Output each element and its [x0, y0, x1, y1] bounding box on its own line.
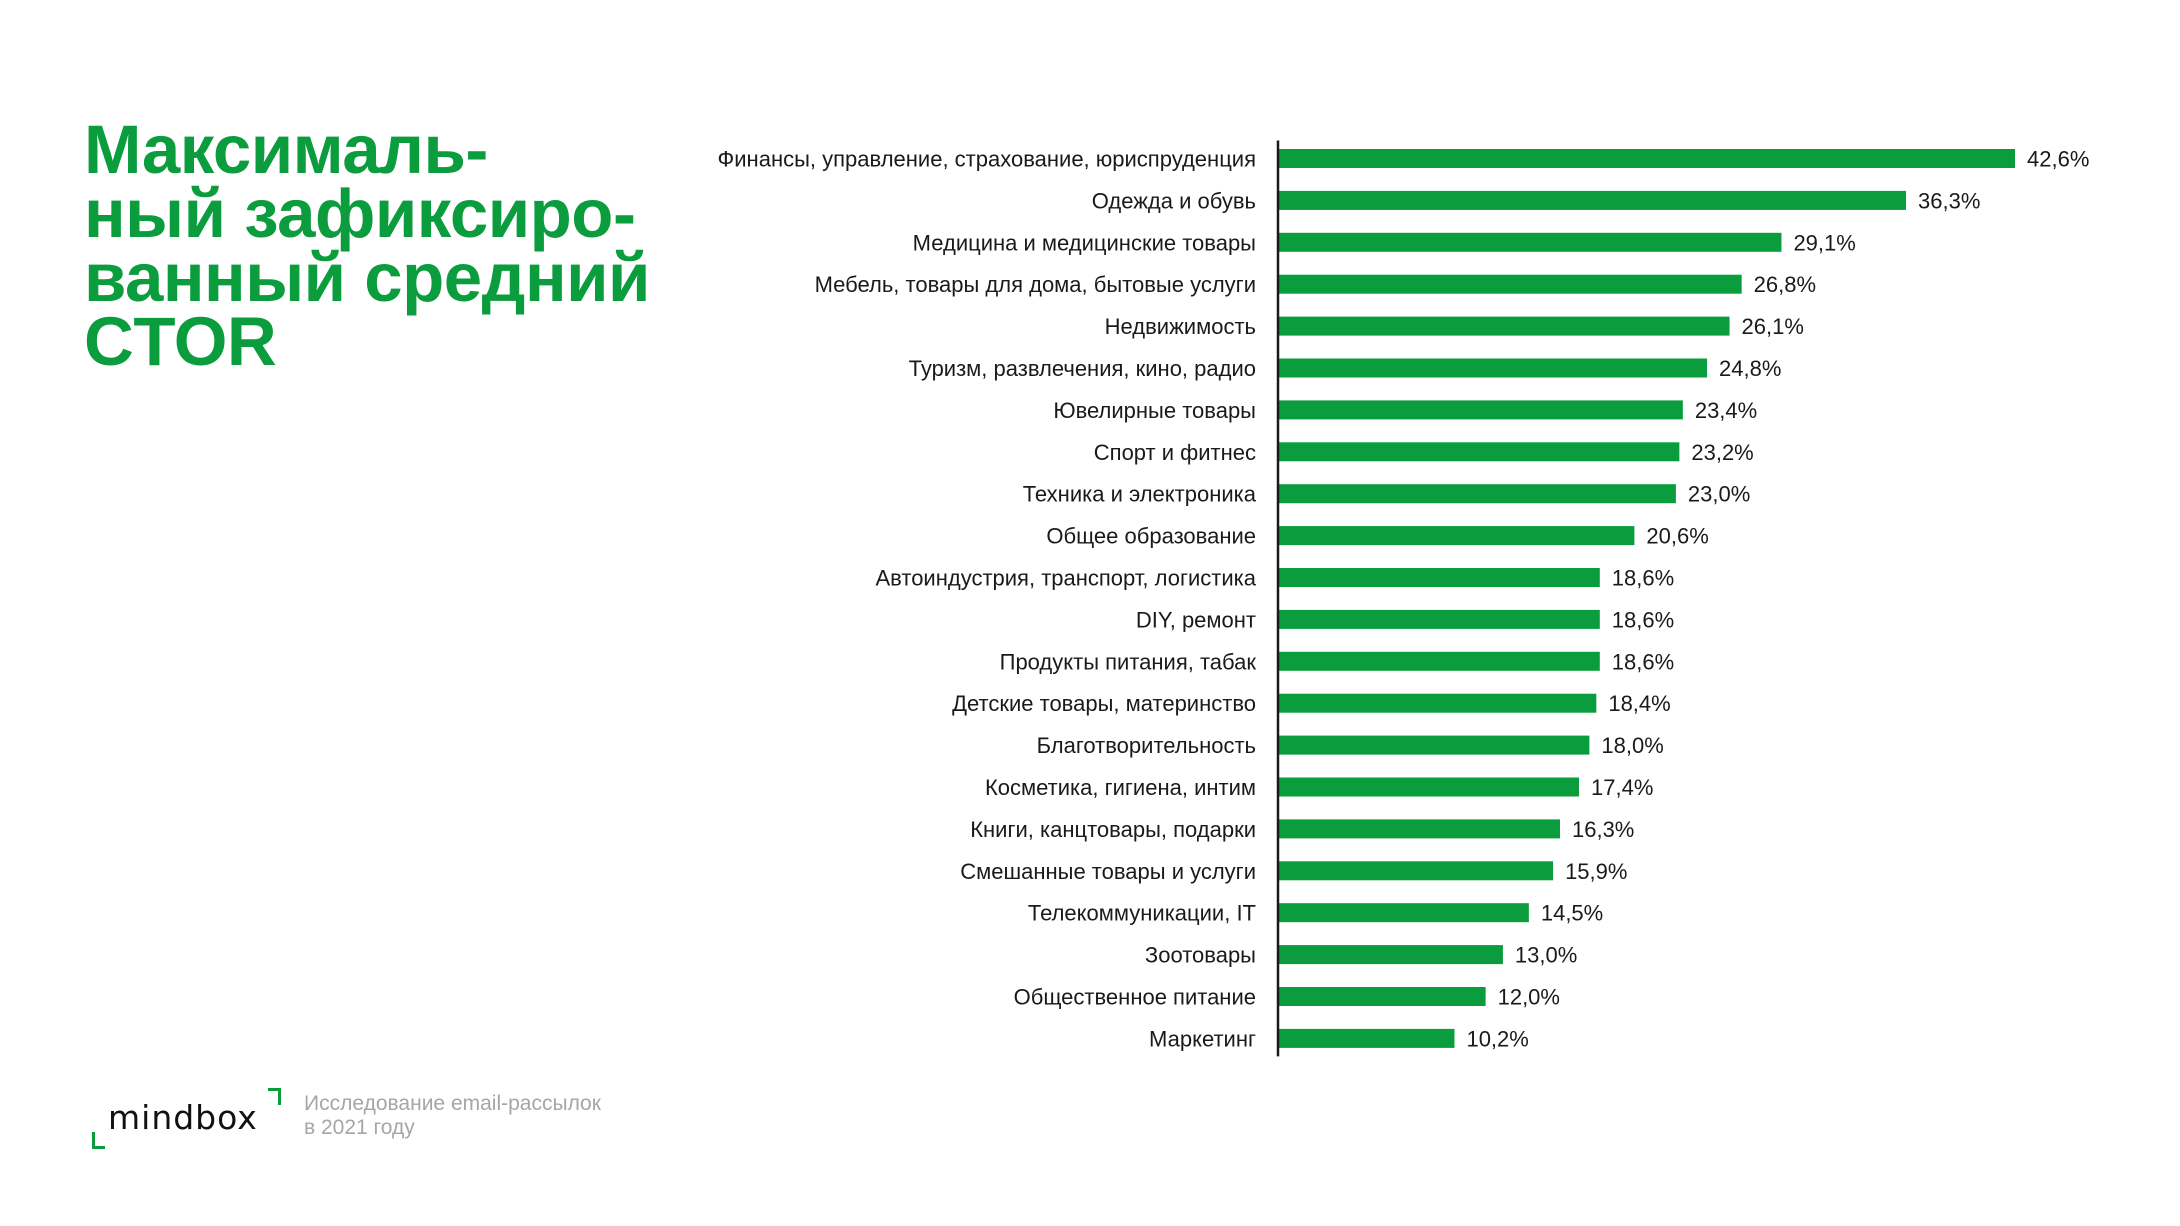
bar [1278, 903, 1529, 923]
value-label: 29,1% [1793, 230, 1855, 255]
bar [1278, 190, 1907, 210]
category-label: Автоиндустрия, транспорт, логистика [875, 566, 1256, 591]
bar [1278, 400, 1683, 420]
category-label: Медицина и медицинские товары [913, 230, 1256, 255]
value-label: 18,4% [1608, 691, 1670, 716]
category-label: Маркетинг [1149, 1026, 1256, 1051]
value-label: 16,3% [1572, 817, 1634, 842]
bar [1278, 735, 1590, 755]
bar [1278, 861, 1554, 881]
page-title: Максималь- ный зафиксиро- ванный средний… [84, 111, 684, 380]
bar [1278, 526, 1635, 546]
bar [1278, 568, 1600, 587]
value-label: 13,0% [1515, 943, 1577, 968]
value-label: 36,3% [1918, 188, 1980, 213]
category-label: Продукты питания, табак [1000, 649, 1257, 674]
bar [1278, 819, 1560, 839]
category-label: Туризм, развлечения, кино, радио [909, 356, 1256, 381]
logo-corner-icon [268, 1088, 281, 1105]
title-line-4: CTOR [84, 303, 277, 380]
category-label: Книги, канцтовары, подарки [970, 817, 1256, 842]
category-label: Мебель, товары для дома, бытовые услуги [815, 272, 1256, 297]
category-label: DIY, ремонт [1136, 607, 1256, 632]
value-label: 42,6% [2027, 147, 2089, 172]
bar [1278, 945, 1503, 965]
category-label: Техника и электроника [1023, 482, 1257, 507]
category-label: Зоотовары [1145, 943, 1256, 968]
category-label: Ювелирные товары [1053, 398, 1256, 423]
footer-note-line-1: Исследование email-рассылок [304, 1092, 601, 1115]
value-label: 18,0% [1601, 733, 1663, 758]
category-label: Телекоммуникации, IT [1028, 901, 1256, 926]
bar [1278, 651, 1600, 671]
category-label: Недвижимость [1105, 314, 1256, 339]
value-label: 18,6% [1612, 607, 1674, 632]
value-label: 23,0% [1688, 482, 1750, 507]
mindbox-logo: mindbox [88, 1088, 281, 1149]
category-label: Спорт и фитнес [1094, 440, 1256, 465]
value-label: 23,4% [1695, 398, 1757, 423]
value-label: 23,2% [1691, 440, 1753, 465]
category-label: Косметика, гигиена, интим [985, 775, 1256, 800]
value-label: 14,5% [1541, 901, 1603, 926]
value-label: 24,8% [1719, 356, 1781, 381]
footer-note-line-2: в 2021 году [304, 1116, 415, 1139]
bar [1278, 484, 1676, 504]
category-label: Общее образование [1046, 524, 1256, 549]
bar [1278, 274, 1742, 294]
logo-corner-icon [92, 1132, 105, 1149]
bar [1278, 987, 1486, 1006]
bar [1278, 316, 1730, 336]
footer-note: Исследование email-рассылок в 2021 году [304, 1092, 724, 1140]
bar [1278, 358, 1708, 378]
logo-text: mindbox [108, 1098, 258, 1137]
category-label: Смешанные товары и услуги [960, 859, 1256, 884]
value-label: 10,2% [1466, 1026, 1528, 1051]
value-label: 26,8% [1754, 272, 1816, 297]
category-label: Детские товары, материнство [952, 691, 1256, 716]
value-label: 17,4% [1591, 775, 1653, 800]
bar [1278, 442, 1680, 462]
bar [1278, 693, 1597, 713]
category-label: Благотворительность [1037, 733, 1256, 758]
category-label: Финансы, управление, страхование, юриспр… [718, 147, 1256, 172]
value-label: 15,9% [1565, 859, 1627, 884]
title-line-1: Максималь- [84, 111, 488, 188]
value-label: 18,6% [1612, 566, 1674, 591]
bar [1278, 149, 2015, 168]
bar [1278, 777, 1580, 797]
title-line-3: ванный средний [84, 239, 650, 316]
bar [1278, 609, 1600, 629]
value-label: 26,1% [1742, 314, 1804, 339]
bar [1278, 1028, 1455, 1048]
category-label: Одежда и обувь [1092, 188, 1256, 213]
value-label: 18,6% [1612, 649, 1674, 674]
category-label: Общественное питание [1014, 985, 1256, 1010]
title-line-2: ный зафиксиро- [84, 175, 636, 252]
bar [1278, 232, 1782, 252]
value-label: 20,6% [1646, 524, 1708, 549]
value-label: 12,0% [1498, 985, 1560, 1010]
